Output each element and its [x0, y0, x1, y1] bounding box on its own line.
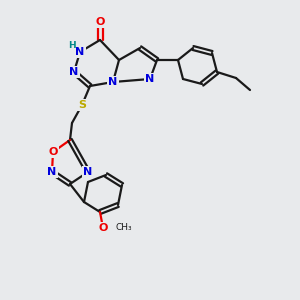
- Text: N: N: [47, 167, 57, 177]
- Text: O: O: [95, 17, 105, 27]
- Text: O: O: [48, 147, 58, 157]
- Text: S: S: [78, 100, 86, 110]
- Text: N: N: [83, 167, 93, 177]
- Text: CH₃: CH₃: [115, 224, 132, 232]
- Text: H: H: [68, 40, 76, 50]
- Text: O: O: [98, 223, 108, 233]
- Text: N: N: [69, 67, 79, 77]
- Text: N: N: [108, 77, 118, 87]
- Text: N: N: [146, 74, 154, 84]
- Text: N: N: [75, 47, 85, 57]
